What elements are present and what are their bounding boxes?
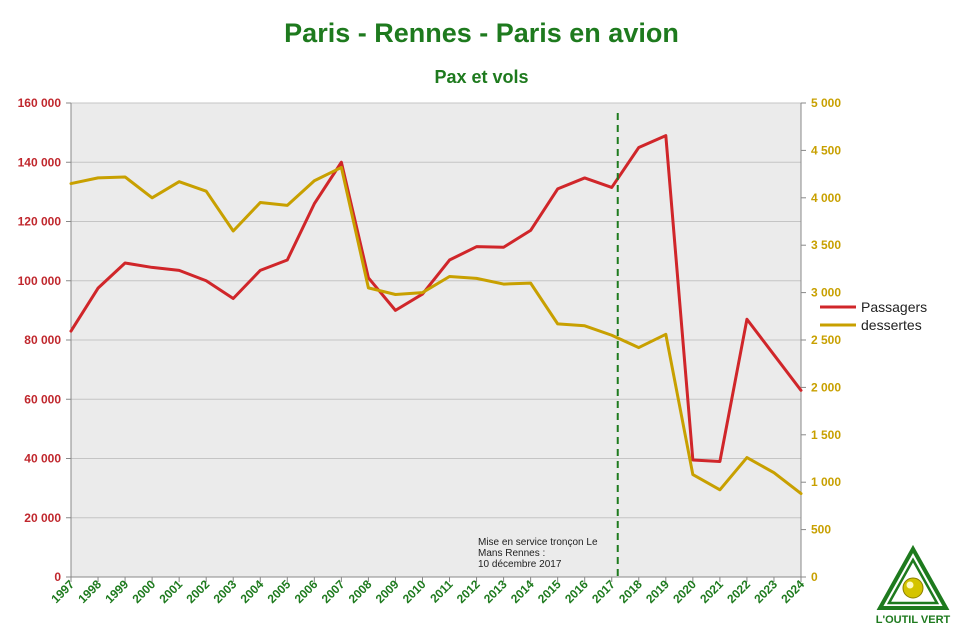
- right-tick-label: 5 000: [811, 96, 841, 110]
- chart-title: Paris - Rennes - Paris en avion: [284, 18, 679, 48]
- right-tick-label: 1 500: [811, 428, 841, 442]
- logo-text: L'OUTIL VERT: [876, 614, 951, 626]
- x-tick-label: 2005: [265, 577, 294, 606]
- x-tick-label: 2010: [400, 577, 429, 606]
- x-tick-label: 2007: [319, 577, 348, 606]
- x-tick-label: 2018: [616, 577, 645, 606]
- x-tick-label: 2008: [346, 577, 375, 606]
- left-tick-label: 80 000: [24, 333, 61, 347]
- right-tick-label: 2 000: [811, 380, 841, 394]
- annotation-text: 10 décembre 2017: [478, 559, 562, 570]
- x-tick-label: 2000: [129, 577, 158, 606]
- right-tick-label: 2 500: [811, 333, 841, 347]
- right-tick-label: 3 500: [811, 238, 841, 252]
- legend: Passagers dessertes: [820, 299, 927, 333]
- series-line-passagers: [69, 134, 803, 463]
- x-tick-label: 1999: [102, 577, 131, 606]
- x-tick-label: 2017: [589, 577, 618, 606]
- left-tick-label: 0: [54, 570, 61, 584]
- right-tick-label: 4 000: [811, 191, 841, 205]
- left-tick-label: 160 000: [18, 96, 62, 110]
- x-tick-label: 2019: [643, 577, 672, 606]
- x-tick-label: 2003: [211, 577, 240, 606]
- legend-label: dessertes: [861, 317, 922, 333]
- right-tick-label: 1 000: [811, 475, 841, 489]
- x-tick-label: 2023: [751, 577, 780, 606]
- x-tick-label: 2014: [508, 577, 537, 606]
- x-tick-label: 2024: [778, 577, 807, 606]
- left-tick-label: 60 000: [24, 392, 61, 406]
- left-tick-label: 140 000: [18, 155, 62, 169]
- x-tick-label: 2013: [481, 577, 510, 606]
- x-tick-label: 2006: [292, 577, 321, 606]
- x-tick-label: 2012: [454, 577, 483, 606]
- x-tick-label: 2009: [373, 577, 402, 606]
- left-tick-label: 20 000: [24, 511, 61, 525]
- x-tick-label: 2021: [697, 577, 726, 606]
- left-tick-label: 40 000: [24, 452, 61, 466]
- left-tick-label: 120 000: [18, 215, 62, 229]
- right-tick-label: 4 500: [811, 143, 841, 157]
- legend-label: Passagers: [861, 299, 927, 315]
- x-tick-label: 2022: [724, 577, 753, 606]
- x-tick-label: 1998: [75, 577, 104, 606]
- annotation-text: Mans Rennes :: [478, 548, 545, 559]
- outil-vert-logo: L'OUTIL VERT: [876, 544, 951, 626]
- chart-subtitle: Pax et vols: [434, 67, 529, 87]
- x-tick-label: 2001: [156, 577, 185, 606]
- x-tick-label: 2015: [535, 577, 564, 606]
- annotation-text: Mise en service tronçon Le: [478, 537, 598, 548]
- x-tick-label: 1997: [48, 577, 77, 606]
- x-tick-label: 2002: [184, 577, 213, 606]
- series-line-dessertes: [69, 165, 803, 496]
- right-tick-label: 500: [811, 523, 831, 537]
- right-tick-label: 3 000: [811, 286, 841, 300]
- x-tick-label: 2016: [562, 577, 591, 606]
- x-tick-label: 2004: [238, 577, 267, 606]
- x-tick-label: 2020: [670, 577, 699, 606]
- left-tick-label: 100 000: [18, 274, 62, 288]
- x-tick-label: 2011: [427, 577, 456, 606]
- right-tick-label: 0: [811, 570, 818, 584]
